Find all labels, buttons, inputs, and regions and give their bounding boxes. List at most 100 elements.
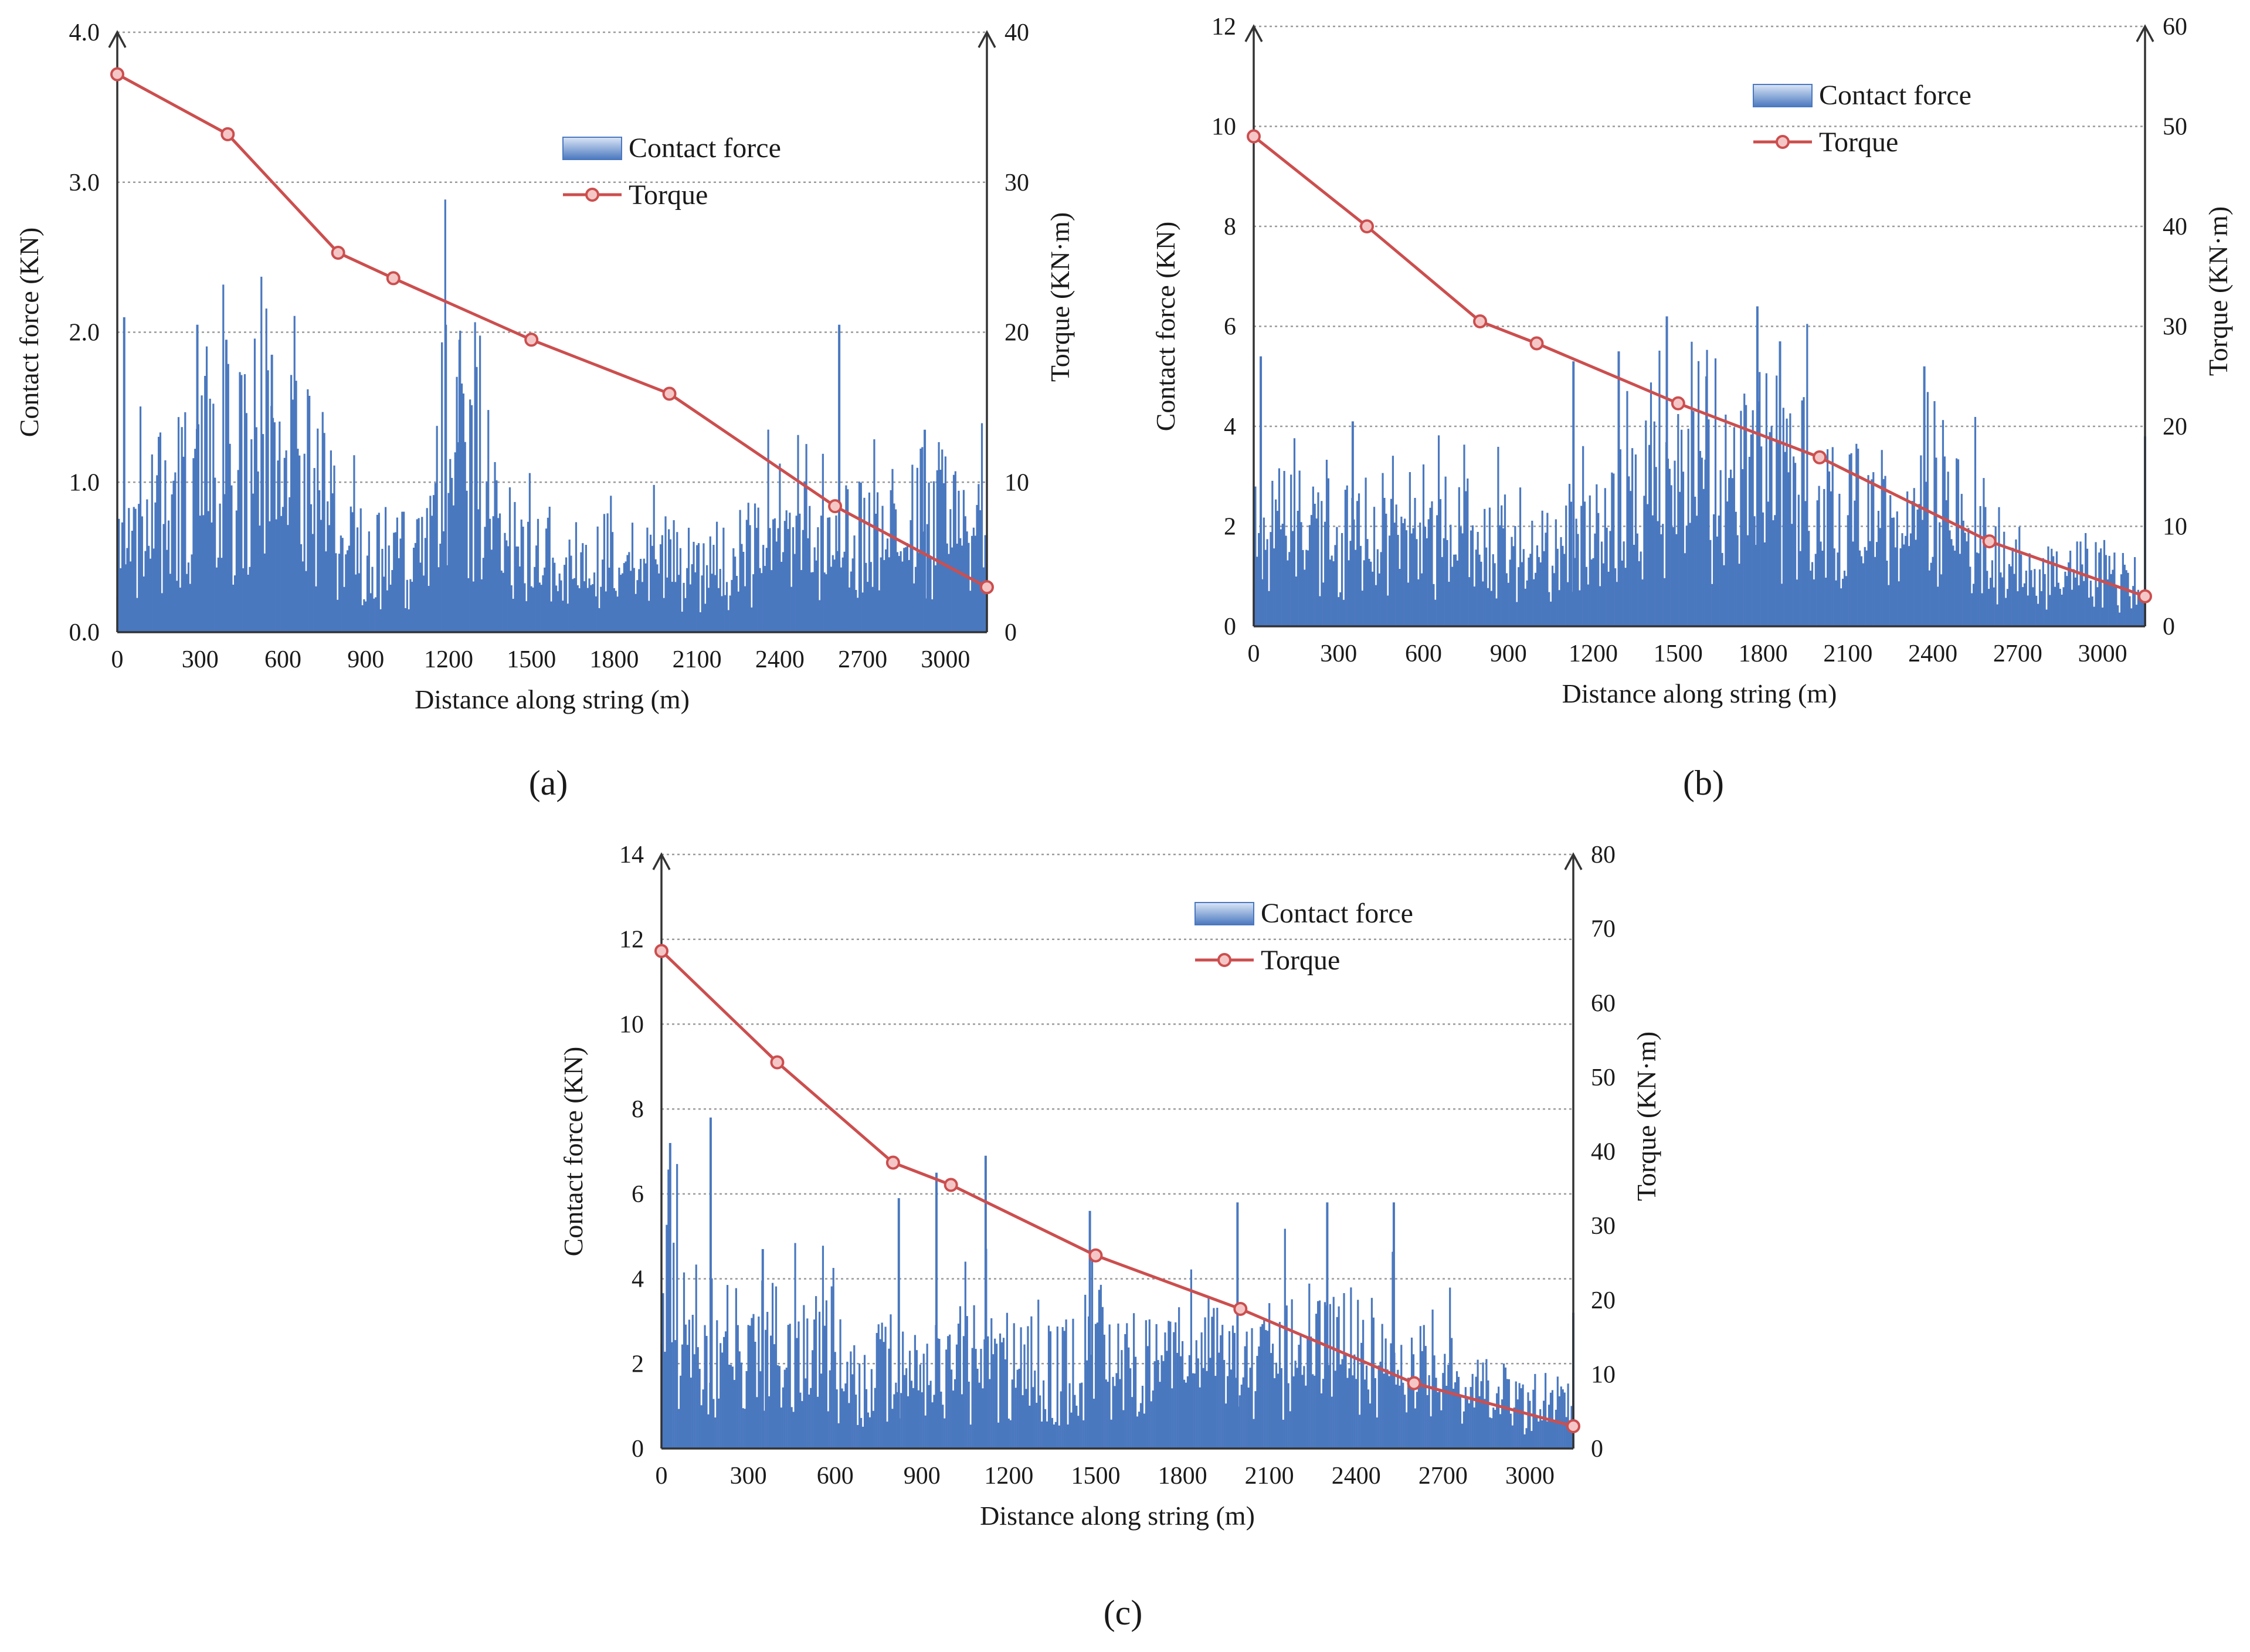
contact-force-bar <box>648 601 650 632</box>
contact-force-bar <box>860 483 862 632</box>
contact-force-bar <box>938 442 940 632</box>
contact-force-bar <box>1490 591 1492 626</box>
contact-force-bar <box>427 586 430 632</box>
contact-force-bar <box>242 568 245 632</box>
contact-force-bar <box>904 1375 906 1449</box>
contact-force-bar <box>1444 1354 1446 1449</box>
x-tick-label: 900 <box>1490 640 1527 667</box>
contact-force-bar <box>159 432 162 632</box>
contact-force-bar <box>351 512 354 632</box>
contact-force-bar <box>1363 1379 1366 1449</box>
contact-force-bar <box>877 1324 880 1449</box>
contact-force-bar <box>573 578 576 632</box>
contact-force-bar <box>1169 1321 1172 1449</box>
contact-force-bar <box>1960 494 1963 626</box>
contact-force-bar <box>1614 568 1617 626</box>
contact-force-bar <box>990 1318 993 1449</box>
contact-force-bar <box>1020 1327 1022 1449</box>
contact-force-bar <box>1002 1338 1005 1449</box>
contact-force-bar <box>408 609 410 632</box>
contact-force-bar <box>431 515 433 632</box>
contact-force-bar <box>1837 552 1839 626</box>
contact-force-bar <box>1421 573 1423 626</box>
contact-force-bar <box>1487 1380 1489 1449</box>
contact-force-bar <box>1484 1399 1486 1449</box>
contact-force-bar <box>1708 419 1710 626</box>
contact-force-bar <box>1382 473 1384 626</box>
contact-force-bar <box>2096 587 2099 626</box>
x-tick-label: 1500 <box>1071 1463 1120 1490</box>
contact-force-bar <box>1014 1388 1017 1449</box>
contact-force-bar <box>741 544 743 632</box>
torque-point <box>1247 129 1261 144</box>
panel-label: (a) <box>529 764 568 802</box>
contact-force-bar <box>576 585 579 632</box>
left-axis-arrow <box>1244 24 1263 42</box>
right-y-tick-label: 10 <box>2163 514 2187 541</box>
contact-force-bar <box>1533 579 1535 626</box>
contact-force-bar <box>1041 1422 1043 1449</box>
contact-force-bar <box>1879 528 1881 626</box>
contact-force-bar <box>1343 1293 1345 1449</box>
contact-force-bar <box>1684 553 1686 626</box>
contact-force-bar <box>552 557 554 632</box>
contact-force-bar <box>631 523 634 632</box>
contact-force-bar <box>1630 491 1632 626</box>
contact-force-bar <box>1392 456 1394 626</box>
contact-force-bar <box>1498 1386 1500 1449</box>
contact-force-bar <box>1271 480 1274 626</box>
contact-force-bar <box>507 546 510 632</box>
contact-force-bar <box>809 506 811 632</box>
contact-force-bar <box>321 412 324 632</box>
contact-force-bar <box>172 480 175 632</box>
contact-force-bar <box>1884 476 1886 626</box>
contact-force-bar <box>1835 580 1837 626</box>
contact-force-bar <box>812 1350 814 1449</box>
contact-force-bar <box>1428 1375 1430 1449</box>
contact-force-bar <box>2042 558 2044 626</box>
contact-force-bar <box>1611 472 1613 626</box>
contact-force-bar <box>1538 1421 1540 1449</box>
contact-force-bar <box>1454 1382 1457 1449</box>
contact-force-bar <box>1366 539 1369 626</box>
contact-force-bar <box>952 474 955 632</box>
contact-force-bar <box>758 1316 760 1449</box>
contact-force-bar <box>1735 511 1737 626</box>
contact-force-bar <box>2021 587 2024 626</box>
contact-force-bar <box>1192 1373 1194 1449</box>
contact-force-bar <box>1447 1365 1450 1449</box>
contact-force-bar <box>666 577 668 632</box>
contact-force-bar <box>1791 524 1793 626</box>
contact-force-bar <box>823 572 826 632</box>
contact-force-bar <box>1463 445 1465 626</box>
contact-force-bar <box>1903 544 1905 626</box>
contact-force-bar <box>2049 595 2051 626</box>
contact-force-bar <box>878 590 880 632</box>
contact-force-bar <box>1070 1412 1073 1449</box>
contact-force-bar <box>1168 1321 1170 1449</box>
contact-force-bar <box>738 1351 741 1449</box>
contact-force-bar <box>1096 1322 1099 1449</box>
contact-force-bar <box>897 1198 900 1449</box>
contact-force-bar <box>474 322 476 632</box>
contact-force-bar <box>812 572 814 632</box>
contact-force-bar <box>898 556 900 632</box>
contact-force-bar <box>1141 1385 1144 1449</box>
contact-force-bar <box>1855 443 1858 626</box>
contact-force-bar <box>1471 525 1474 626</box>
contact-force-bar <box>525 601 528 632</box>
contact-force-bar <box>542 575 544 632</box>
contact-force-bar <box>1238 1395 1241 1449</box>
contact-force-bar <box>964 1261 966 1449</box>
contact-force-bar <box>1209 1358 1211 1449</box>
contact-force-bar <box>1470 530 1472 626</box>
contact-force-bar <box>1793 456 1795 626</box>
contact-force-bar <box>1482 581 1484 626</box>
contact-force-bar <box>2135 605 2138 626</box>
contact-force-bar <box>1750 434 1752 626</box>
contact-force-bar <box>922 1354 925 1449</box>
contact-force-bar <box>1497 446 1499 626</box>
contact-force-bar <box>1320 1393 1323 1449</box>
contact-force-bar <box>766 1311 769 1449</box>
contact-force-bar <box>1006 1312 1009 1449</box>
